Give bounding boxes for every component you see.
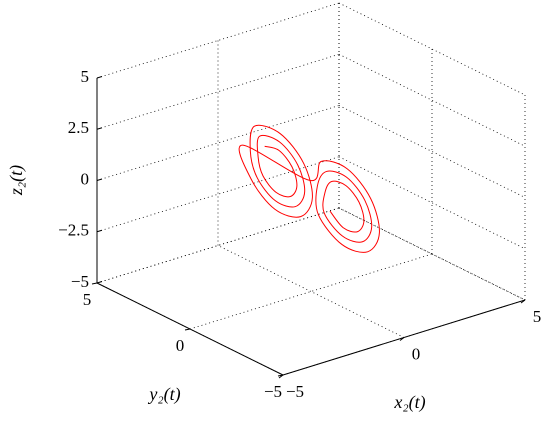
y-tick-label: 0 <box>176 336 185 355</box>
tick-mark <box>91 282 98 285</box>
z-tick-label: −5 <box>71 272 89 291</box>
y-axis-label: y₂(t) <box>147 384 180 405</box>
tick-mark <box>277 374 284 377</box>
tick-mark <box>96 281 103 284</box>
x-tick-label: −5 <box>286 382 304 401</box>
z-axis-label: z₂(t) <box>6 165 27 196</box>
grid-line <box>189 253 433 330</box>
y-axis <box>96 282 284 376</box>
tick-mark <box>96 76 103 79</box>
tick-mark <box>96 127 103 130</box>
z-tick-label: 5 <box>81 67 90 86</box>
z-tick-label: 0 <box>81 169 90 188</box>
y-tick-label: −5 <box>264 382 282 401</box>
tick-mark <box>96 229 103 233</box>
x-tick-label: 0 <box>412 344 421 363</box>
x-axis-label: x₂(t) <box>393 392 425 413</box>
grid-line <box>338 207 526 301</box>
y-tick-label: 5 <box>83 290 92 309</box>
grid-line <box>338 105 526 198</box>
grid-line <box>338 53 526 147</box>
tick-mark <box>184 328 191 331</box>
grid-line <box>338 156 526 250</box>
trajectory <box>238 124 380 253</box>
grid-line <box>338 207 526 301</box>
tick-mark <box>96 178 103 181</box>
grid-line <box>217 245 405 338</box>
x-tick-label: 5 <box>533 307 542 326</box>
z-tick-label: 2.5 <box>68 118 89 137</box>
x-axis <box>282 299 526 376</box>
z-tick-label: −2.5 <box>58 221 89 240</box>
grid-line <box>338 2 526 96</box>
